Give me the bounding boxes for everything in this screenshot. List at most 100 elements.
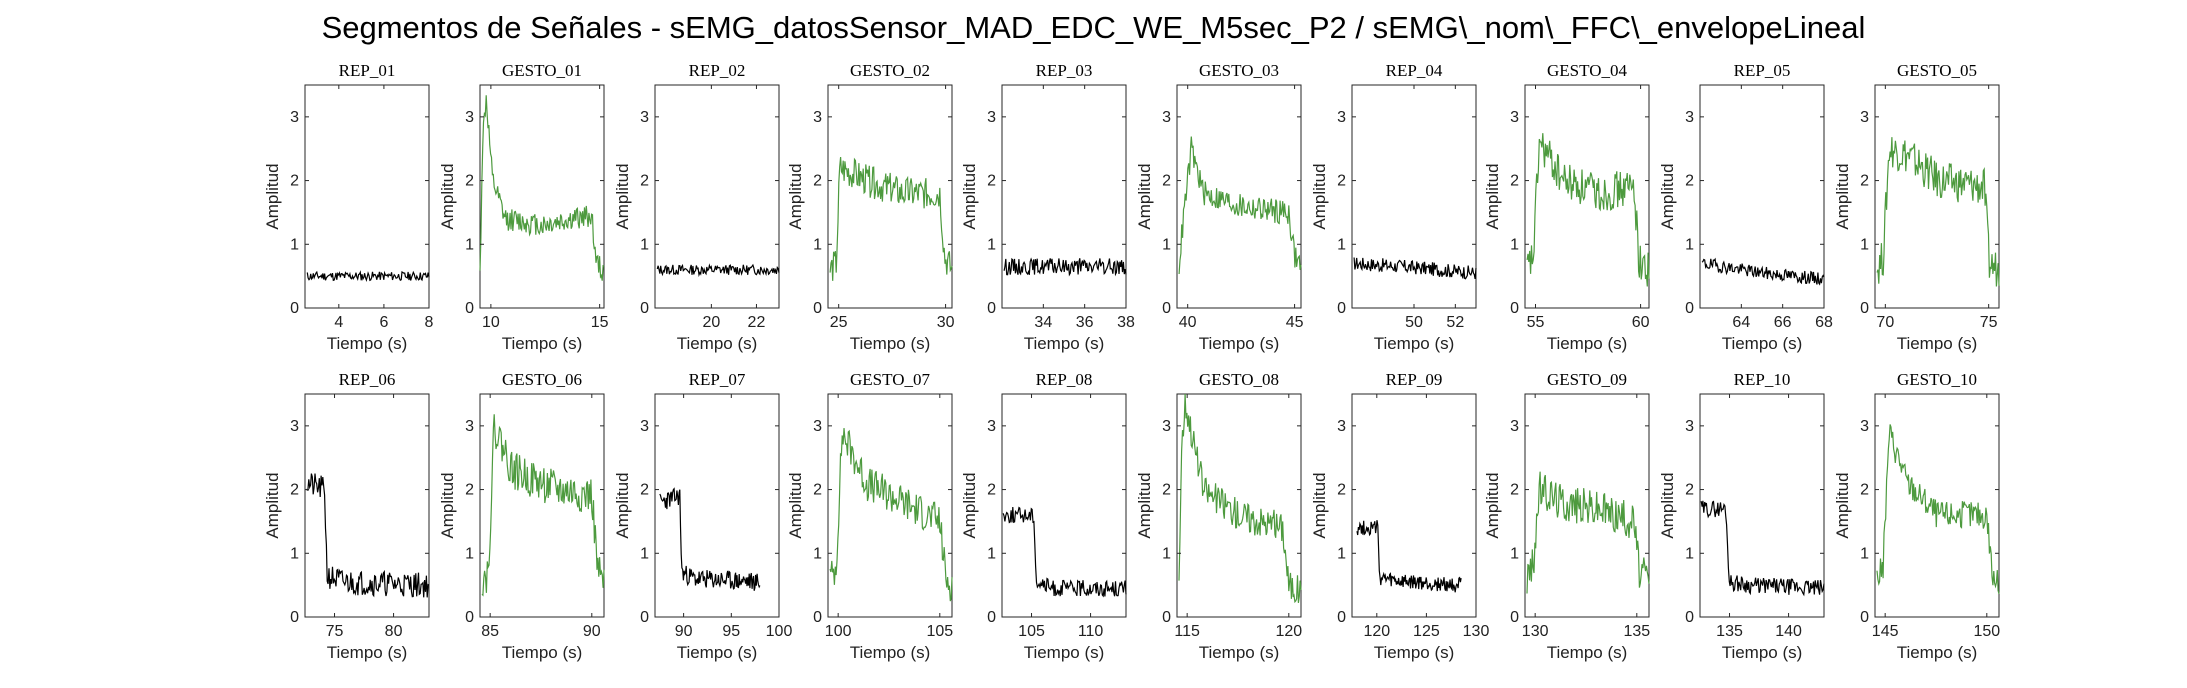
subplot-rep-05: 0 1 2 3 64 66 68 REP_05 Tiempo (s) Amplitud <box>1658 61 1833 353</box>
y-tick-label: 0 <box>1337 609 1346 626</box>
y-axis-label: Amplitud <box>438 472 457 538</box>
y-axis-label: Amplitud <box>1483 472 1502 538</box>
axes-box <box>1176 84 1302 309</box>
x-tick-label: 140 <box>1775 623 1802 640</box>
signal-line <box>659 487 761 591</box>
x-axis-label: Tiempo (s) <box>1547 334 1628 353</box>
y-tick-label: 0 <box>813 609 822 626</box>
y-tick-label: 1 <box>1162 236 1171 253</box>
y-tick-label: 1 <box>1337 545 1346 562</box>
y-tick-label: 3 <box>290 418 299 435</box>
x-tick-label: 90 <box>675 623 693 640</box>
y-tick-label: 0 <box>465 300 474 317</box>
y-tick-label: 1 <box>465 236 474 253</box>
y-axis-label: Amplitud <box>613 163 632 229</box>
x-tick-label: 100 <box>825 623 852 640</box>
signal-line <box>305 473 430 598</box>
x-tick-label: 105 <box>926 623 953 640</box>
subplot-rep-02: 0 1 2 3 20 22 REP_02 Tiempo (s) Amplitud <box>613 61 780 353</box>
signal-line <box>1526 471 1650 594</box>
subplot-gesto-07: 0 1 2 3 100 105 GESTO_07 Tiempo (s) Amplitud <box>786 370 953 662</box>
subplot-title: GESTO_06 <box>502 370 582 389</box>
subplot-rep-06: 0 1 2 3 75 80 REP_06 Tiempo (s) Amplitud <box>263 370 430 662</box>
y-tick-label: 1 <box>1337 236 1346 253</box>
x-axis-label: Tiempo (s) <box>502 643 583 662</box>
subplot-rep-07: 0 1 2 3 90 95 100 REP_07 Tiempo (s) Amplitud <box>613 370 792 662</box>
subplot-title: GESTO_10 <box>1897 370 1977 389</box>
subplot-rep-08: 0 1 2 3 105 110 REP_08 Tiempo (s) Amplitud <box>960 370 1127 662</box>
x-tick-label: 130 <box>1463 623 1490 640</box>
subplot-title: REP_07 <box>689 370 746 389</box>
x-tick-label: 75 <box>326 623 344 640</box>
x-tick-label: 85 <box>481 623 499 640</box>
x-axis-label: Tiempo (s) <box>850 643 931 662</box>
signal-line <box>481 414 605 597</box>
signal-line <box>1356 520 1462 593</box>
y-tick-label: 2 <box>290 173 299 190</box>
y-tick-label: 0 <box>1162 300 1171 317</box>
subplot-title: REP_09 <box>1386 370 1443 389</box>
y-tick-label: 1 <box>813 236 822 253</box>
y-tick-label: 2 <box>640 482 649 499</box>
x-tick-label: 150 <box>1973 623 2000 640</box>
y-tick-label: 0 <box>813 300 822 317</box>
y-tick-label: 0 <box>465 609 474 626</box>
y-axis-label: Amplitud <box>263 163 282 229</box>
y-tick-label: 3 <box>813 109 822 126</box>
x-tick-label: 145 <box>1872 623 1899 640</box>
y-tick-label: 2 <box>1337 482 1346 499</box>
x-axis-label: Tiempo (s) <box>1374 643 1455 662</box>
y-tick-label: 2 <box>465 173 474 190</box>
subplot-gesto-10: 0 1 2 3 145 150 GESTO_10 Tiempo (s) Amplitud <box>1833 370 2000 662</box>
subplot-title: REP_01 <box>339 61 396 80</box>
y-tick-label: 3 <box>1860 418 1869 435</box>
y-tick-label: 0 <box>1685 609 1694 626</box>
signal-line <box>1700 500 1825 597</box>
x-tick-label: 95 <box>722 623 740 640</box>
y-axis-label: Amplitud <box>1135 472 1154 538</box>
y-tick-label: 0 <box>290 609 299 626</box>
x-axis-label: Tiempo (s) <box>327 643 408 662</box>
y-axis-label: Amplitud <box>613 472 632 538</box>
y-axis-label: Amplitud <box>263 472 282 538</box>
y-tick-label: 3 <box>290 109 299 126</box>
y-tick-label: 2 <box>1510 173 1519 190</box>
signal-line <box>1003 257 1127 277</box>
x-tick-label: 8 <box>425 314 434 331</box>
y-tick-label: 2 <box>1860 173 1869 190</box>
x-tick-label: 130 <box>1522 623 1549 640</box>
y-tick-label: 0 <box>1860 300 1869 317</box>
signal-line <box>306 270 430 282</box>
y-tick-label: 1 <box>987 236 996 253</box>
y-tick-label: 1 <box>813 545 822 562</box>
y-tick-label: 2 <box>1860 482 1869 499</box>
subplot-title: REP_05 <box>1734 61 1791 80</box>
subplot-gesto-02: 0 1 2 3 25 30 GESTO_02 Tiempo (s) Amplitud <box>786 61 955 353</box>
signal-line <box>1002 506 1127 598</box>
signal-line <box>1876 424 2000 594</box>
subplot-gesto-06: 0 1 2 3 85 90 GESTO_06 Tiempo (s) Amplitud <box>438 370 605 662</box>
x-tick-label: 120 <box>1275 623 1302 640</box>
subplot-rep-10: 0 1 2 3 135 140 REP_10 Tiempo (s) Amplitud <box>1658 370 1825 662</box>
y-axis-label: Amplitud <box>1658 163 1677 229</box>
subplot-rep-01: 0 1 2 3 4 6 8 REP_01 Tiempo (s) Amplitud <box>263 61 434 353</box>
x-tick-label: 36 <box>1076 314 1094 331</box>
subplot-gesto-01: 0 1 2 3 10 15 GESTO_01 Tiempo (s) Amplitud <box>438 61 609 353</box>
x-tick-label: 22 <box>748 314 766 331</box>
x-tick-label: 40 <box>1179 314 1197 331</box>
y-tick-label: 1 <box>290 236 299 253</box>
x-axis-label: Tiempo (s) <box>1374 334 1455 353</box>
y-tick-label: 3 <box>813 418 822 435</box>
signal-line <box>1178 136 1302 275</box>
y-tick-label: 0 <box>290 300 299 317</box>
subplot-gesto-04: 0 1 2 3 55 60 GESTO_04 Tiempo (s) Amplitud <box>1483 61 1650 353</box>
x-tick-label: 110 <box>1078 623 1104 640</box>
x-axis-label: Tiempo (s) <box>677 334 758 353</box>
signal-line <box>1178 393 1302 604</box>
y-tick-label: 2 <box>813 173 822 190</box>
y-tick-label: 1 <box>1162 545 1171 562</box>
subplot-title: REP_08 <box>1036 370 1093 389</box>
y-tick-label: 0 <box>987 609 996 626</box>
y-tick-label: 1 <box>1860 545 1869 562</box>
